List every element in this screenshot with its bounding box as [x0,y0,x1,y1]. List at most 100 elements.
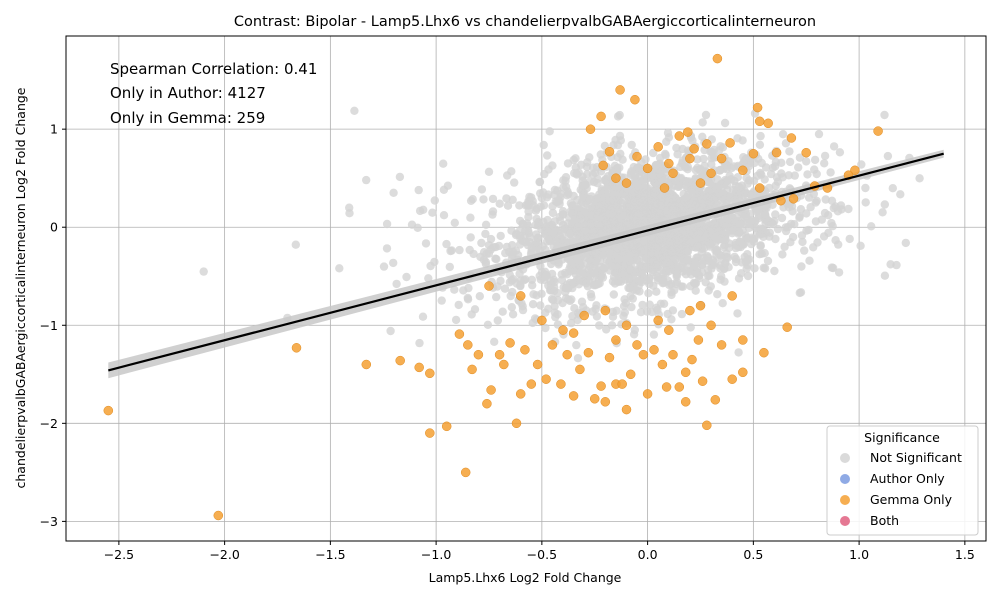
gemma-only-point [486,385,496,395]
not-significant-point [652,287,661,296]
not-significant-point [778,250,787,259]
not-significant-point [588,307,597,316]
not-significant-point [539,140,548,150]
not-significant-point [454,300,463,310]
not-significant-point [629,330,639,339]
not-significant-point [642,307,652,316]
not-significant-point [683,255,692,265]
not-significant-point [652,185,661,194]
x-tick-label: −2.0 [209,547,239,562]
not-significant-point [821,195,830,204]
not-significant-point [761,214,771,223]
not-significant-point [790,220,799,229]
not-significant-point [734,348,743,357]
gemma-only-point [568,328,579,338]
not-significant-point [615,110,624,120]
not-significant-point [805,256,814,265]
y-tick-label: −1 [40,318,58,333]
not-significant-point [527,193,536,202]
not-significant-point [708,219,718,228]
not-significant-point [557,275,567,285]
not-significant-point [708,226,717,235]
not-significant-point [796,205,806,214]
not-significant-point [543,227,552,236]
not-significant-point [493,316,502,325]
not-significant-point [465,245,474,255]
not-significant-point [693,257,702,266]
not-significant-point [627,140,636,150]
gemma-only-point [687,354,697,365]
not-significant-point [531,206,541,215]
not-significant-point [733,173,742,182]
not-significant-point [681,240,691,249]
not-significant-point [820,208,830,218]
not-significant-point [481,220,491,229]
gemma-only-point [621,404,632,415]
not-significant-point [518,305,528,315]
gemma-only-point [600,305,611,316]
not-significant-point [733,134,742,143]
not-significant-point [648,243,657,252]
not-significant-point [810,155,820,165]
not-significant-point [857,160,866,169]
gemma-only-point [727,291,737,301]
not-significant-point [608,307,618,317]
not-significant-point [802,157,811,166]
not-significant-point [718,189,727,198]
gemma-only-point [680,367,691,378]
not-significant-point [614,254,624,263]
not-significant-point [507,167,516,176]
not-significant-point [577,160,586,169]
not-significant-point [659,299,669,308]
not-significant-point [291,240,300,249]
gemma-only-point [467,364,477,375]
not-significant-point [521,237,530,247]
not-significant-point [844,204,853,214]
gemma-only-point [653,315,663,326]
not-significant-point [528,300,538,309]
not-significant-point [698,226,707,235]
not-significant-point [466,196,476,205]
not-significant-point [724,157,733,166]
not-significant-point [562,270,572,279]
gemma-only-point [494,349,505,360]
not-significant-point [661,195,670,205]
gemma-only-point [693,335,704,345]
not-significant-point [596,150,605,159]
not-significant-point [419,205,428,214]
not-significant-point [550,217,559,226]
not-significant-point [682,266,691,275]
not-significant-point [619,196,628,205]
not-significant-point [490,337,499,346]
not-significant-point [350,106,359,116]
not-significant-point [888,184,897,193]
not-significant-point [743,271,753,281]
not-significant-point [780,242,789,251]
not-significant-point [733,309,742,318]
not-significant-point [529,290,538,299]
not-significant-point [773,177,783,186]
not-significant-point [437,296,446,305]
not-significant-point [508,241,517,250]
gemma-only-point [754,116,765,127]
not-significant-point [638,300,647,310]
gemma-only-point [589,394,600,404]
not-significant-point [672,262,682,272]
not-significant-point [593,268,602,277]
not-significant-point [573,222,582,232]
not-significant-point [604,210,613,219]
not-significant-point [804,225,813,235]
not-significant-point [828,263,838,273]
not-significant-point [561,173,571,182]
not-significant-point [565,229,574,239]
not-significant-point [686,323,695,332]
not-significant-point [672,269,681,278]
not-significant-point [614,182,623,191]
not-significant-point [828,222,837,231]
legend-marker-both [840,516,850,526]
x-axis-label: Lamp5.Lhx6 Log2 Fold Change [429,570,622,585]
not-significant-point [508,195,517,204]
not-significant-point [880,110,889,120]
not-significant-point [386,326,395,336]
not-significant-point [379,262,389,271]
